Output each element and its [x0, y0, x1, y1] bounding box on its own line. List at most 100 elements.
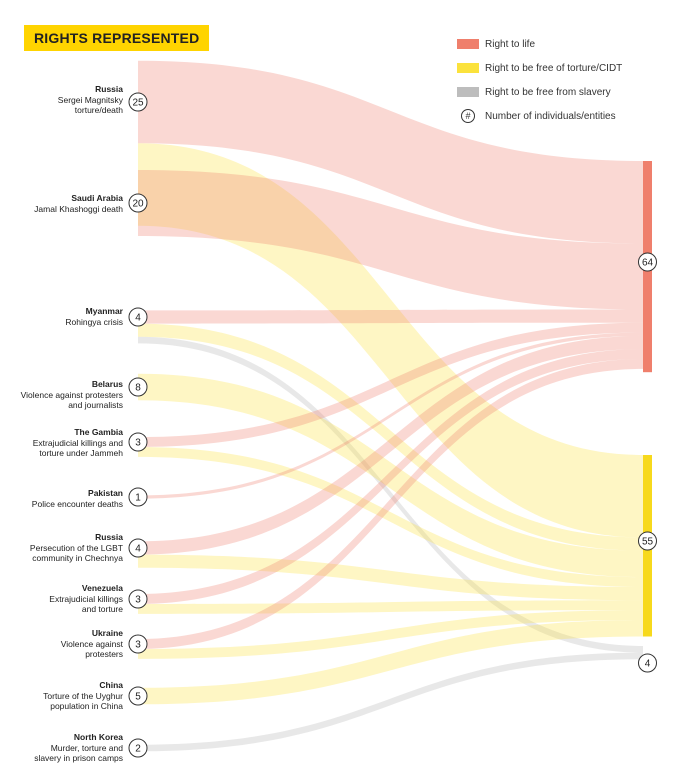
flow-ukraine-to-life [138, 359, 643, 649]
source-label-line: torture under Jammeh [39, 448, 123, 458]
flow-myanmar-to-life [138, 309, 643, 324]
source-label-pakistan: Pakistan Police encounter deaths [32, 488, 123, 509]
source-label-line: slavery in prison camps [34, 753, 123, 763]
source-count-circle-russia-lgbt [128, 538, 148, 558]
source-label-line: The Gambia [74, 427, 123, 437]
hash-icon: # [461, 109, 475, 123]
source-label-line: community in Chechnya [32, 553, 123, 563]
flow-pakistan-to-life [138, 332, 643, 499]
source-label-line: torture/death [74, 105, 123, 115]
source-label-ukraine: Ukraine Violence against protesters [61, 628, 123, 660]
source-count-circle-russia-magnitsky [128, 92, 148, 112]
flow-russia-lgbt-to-life [138, 335, 643, 555]
legend-label-torture: Right to be free of torture/CIDT [485, 62, 623, 74]
target-count-slavery: 4 [645, 659, 651, 670]
chart-title-box: RIGHTS REPRESENTED [24, 25, 210, 51]
source-count-circle-myanmar [128, 307, 148, 327]
source-label-line: Saudi Arabia [71, 193, 123, 203]
source-label-line: Ukraine [91, 628, 123, 638]
target-count-torture: 55 [642, 537, 654, 548]
source-label-belarus: Belarus Violence against protesters and jo… [21, 379, 123, 411]
source-label-line: Violence against protesters [20, 389, 123, 400]
source-label-line: China [99, 680, 123, 690]
source-count-circle-nkorea [128, 738, 148, 758]
source-label-line: Jamal Khashoggi death [34, 203, 123, 214]
source-count-belarus: 8 [135, 383, 141, 394]
source-count-russia-magnitsky: 25 [132, 98, 144, 109]
source-label-venezuela: Venezuela Extrajudicial killings and tortu… [49, 583, 123, 615]
flow-layer [138, 60, 643, 752]
flow-nkorea-to-slavery [138, 652, 643, 752]
source-count-circle-china [128, 686, 148, 706]
legend-label-slavery: Right to be free from slavery [485, 86, 611, 98]
flow-gambia-to-torture [138, 446, 643, 587]
source-label-line: Venezuela [81, 583, 123, 593]
source-label-line: protesters [85, 649, 123, 659]
source-count-circle-venezuela [128, 589, 148, 609]
source-label-myanmar: Myanmar Rohingya crisis [65, 306, 123, 327]
source-count-myanmar: 4 [135, 313, 141, 324]
source-count-russia-lgbt: 4 [135, 544, 141, 555]
source-label-line: Torture of the Uyghur [43, 690, 123, 701]
source-label-line: Rohingya crisis [65, 316, 123, 327]
source-count-circle-belarus [128, 377, 148, 397]
source-label-line: Murder, torture and [50, 742, 123, 753]
legend-swatch-torture [457, 63, 479, 73]
flow-china-to-torture [138, 620, 643, 705]
source-label-line: Sergei Magnitsky [57, 94, 123, 105]
source-label-line: Myanmar [85, 306, 123, 316]
source-label-line: and torture [81, 604, 123, 614]
flow-venezuela-to-torture [138, 600, 643, 614]
source-label-line: Russia [95, 532, 123, 542]
target-count-circle-life [638, 252, 657, 272]
legend-swatch-life [457, 39, 479, 49]
flow-russia-lgbt-to-torture [138, 554, 643, 601]
target-bar-layer [643, 161, 652, 637]
count-circle-layer: 64 55 4 25 20 4 8 3 1 4 3 3 5 2 [128, 92, 657, 758]
flow-myanmar-to-slavery [138, 336, 643, 653]
source-label-saudi: Saudi Arabia Jamal Khashoggi death [34, 193, 123, 214]
source-label-russia-magnitsky: Russia Sergei Magnitsky torture/death [58, 84, 123, 116]
source-count-gambia: 3 [135, 438, 141, 449]
source-count-circle-saudi [128, 193, 148, 213]
source-label-line: Police encounter deaths [31, 498, 123, 509]
source-label-line: and journalists [68, 400, 123, 410]
source-label-russia-lgbt: Russia Persecution of the LGBT community i… [30, 532, 123, 564]
flow-gambia-to-life [138, 322, 643, 447]
source-count-saudi: 20 [132, 199, 144, 210]
chart-title: RIGHTS REPRESENTED [34, 30, 200, 46]
source-count-circle-ukraine [128, 634, 148, 654]
source-label-china: China Torture of the Uyghur population in … [43, 680, 123, 712]
legend-label-life: Right to life [485, 38, 536, 50]
flow-russia-magnitsky-to-torture [138, 143, 643, 538]
legend-item-count: # Number of individuals/entities [457, 104, 622, 128]
source-label-line: Extrajudicial killings and [32, 437, 123, 448]
source-label-line: Belarus [91, 379, 123, 389]
source-label-line: North Korea [73, 732, 123, 742]
source-label-line: Violence against [60, 638, 123, 649]
target-count-circle-slavery [638, 653, 657, 673]
flow-russia-magnitsky-to-life [138, 60, 643, 244]
target-count-circle-torture [638, 531, 657, 551]
source-count-ukraine: 3 [135, 640, 141, 651]
source-count-venezuela: 3 [135, 595, 141, 606]
legend-label-count: Number of individuals/entities [485, 110, 616, 122]
source-label-gambia: The Gambia Extrajudicial killings and tort… [33, 427, 123, 459]
legend-item-slavery: Right to be free from slavery [457, 80, 622, 104]
flow-myanmar-to-torture [138, 323, 643, 551]
source-count-pakistan: 1 [135, 493, 141, 504]
source-count-china: 5 [135, 692, 141, 703]
source-label-nkorea: North Korea Murder, torture and slavery in… [34, 732, 123, 764]
flow-saudi-to-life [138, 170, 643, 310]
legend-swatch-slavery [457, 87, 479, 97]
source-label-line: Russia [95, 84, 123, 94]
source-label-line: Pakistan [88, 488, 123, 498]
source-count-nkorea: 2 [135, 744, 141, 755]
flow-ukraine-to-torture [138, 610, 643, 659]
legend: Right to life Right to be free of tortur… [457, 32, 622, 128]
legend-item-life: Right to life [457, 32, 622, 56]
source-count-circle-gambia [128, 432, 148, 452]
legend-item-torture: Right to be free of torture/CIDT [457, 56, 622, 80]
target-count-life: 64 [642, 258, 654, 269]
